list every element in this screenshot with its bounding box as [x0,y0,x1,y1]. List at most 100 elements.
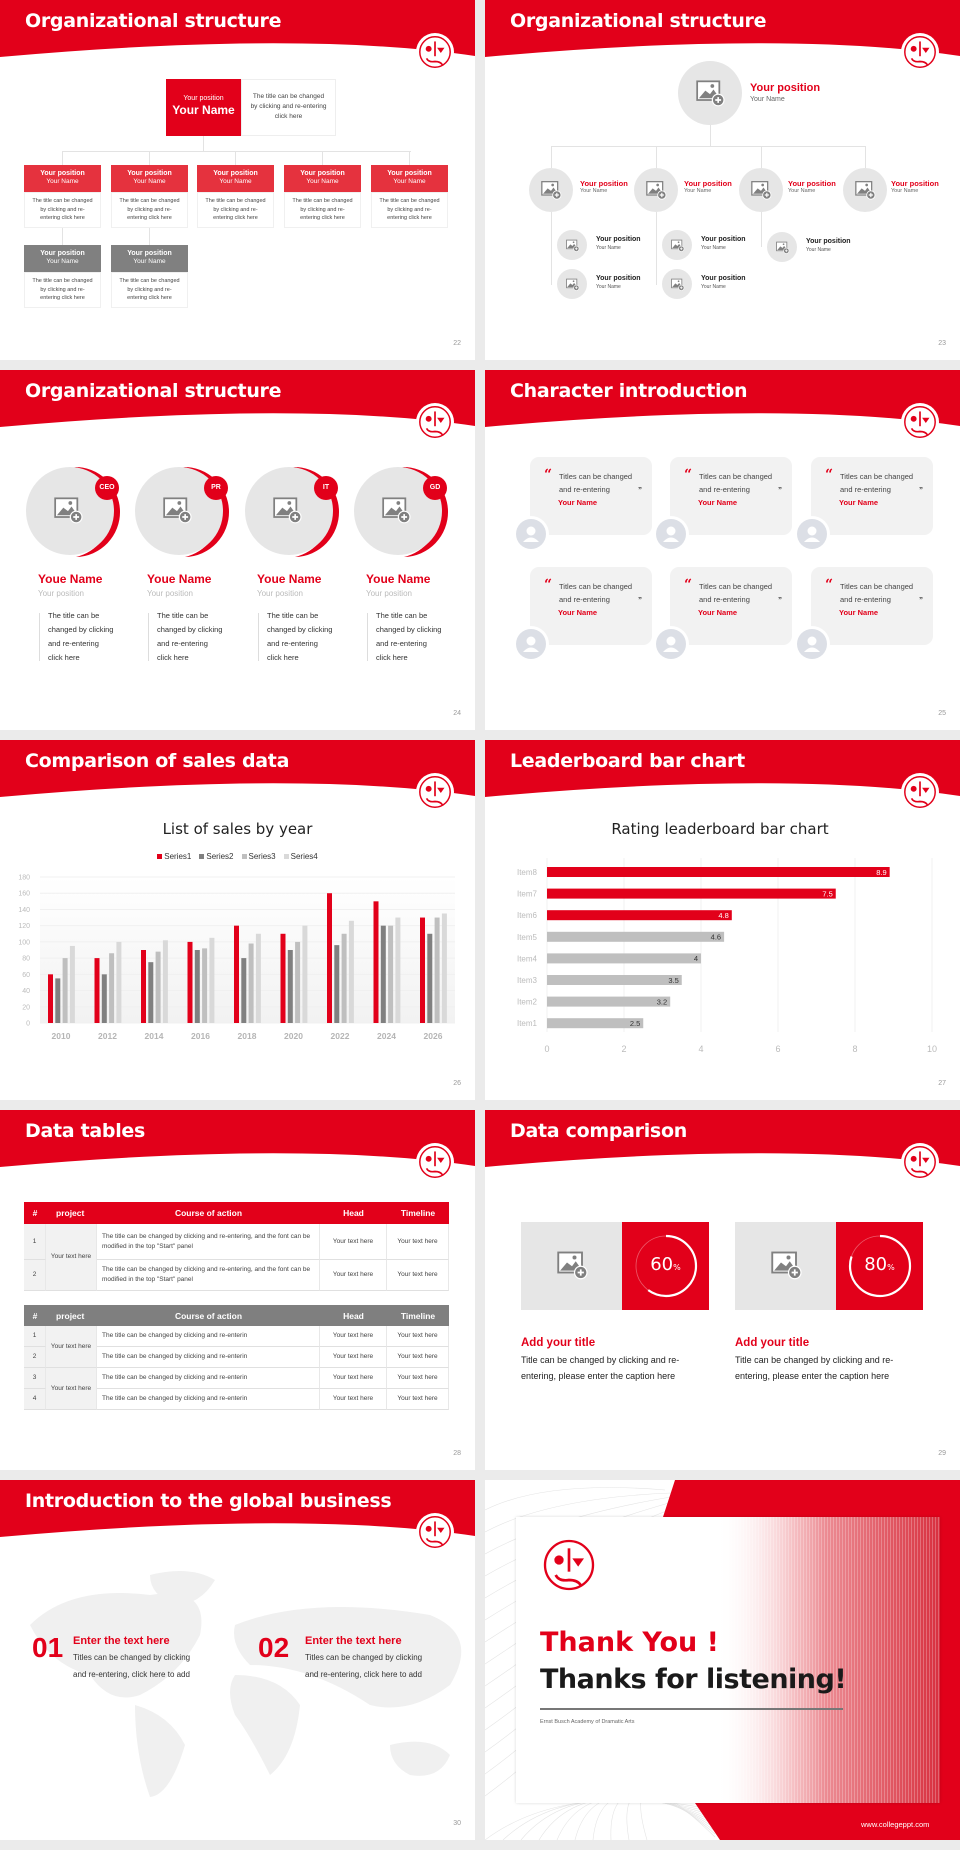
member-name: Youe Name [38,572,103,586]
bar-value-label: 4 [694,954,698,963]
position-card-header: Your position Your Name [24,245,101,272]
character-card [530,457,652,535]
row-number-cell: 3 [24,1368,46,1389]
header-band [0,740,475,797]
name-label: Your Name [46,258,79,265]
bar-series3-2014 [155,951,161,1023]
chart-legend: Series1 Series2 Series3 Series4 [0,852,475,861]
member-description-line: changed by clicking [157,625,223,634]
percent-number: 60 [650,1254,674,1275]
open-quote-icon: “ [825,467,834,483]
head-cell: Your text here [320,1326,387,1347]
bar-series2-2016 [194,950,200,1023]
logo-icon [416,33,454,71]
top-description: The title can be changed by clicking and… [241,79,336,136]
item-title: Add your title [521,1337,596,1349]
position-label: Your position [806,238,851,245]
connector-line [540,1708,843,1710]
logo-icon [543,1539,595,1591]
progress-ring [634,1234,697,1298]
legend-label: Series3 [248,852,276,861]
page-number: 24 [453,710,461,717]
slide-title: Comparison of sales data [25,750,290,772]
connector-line [322,151,323,165]
y-tick-label: 60 [22,972,30,979]
role-badge: GD [423,476,447,500]
slide-title: Data comparison [510,1120,687,1142]
thank-you-card [516,1517,940,1803]
x-tick-label: 2018 [238,1031,257,1041]
position-label: Your position [788,179,836,188]
connector-line [409,151,410,165]
item-description-line: Titles can be changed by clicking [305,1653,423,1662]
timeline-cell: Your text here [387,1368,449,1389]
position-card-description: The title can be changed by clicking and… [371,192,448,228]
card-text-line: and re-entering [559,485,610,494]
card-name: Your Name [839,498,879,507]
x-tick-label: 2024 [377,1031,396,1041]
x-tick-label: 0 [544,1044,549,1054]
item-description-line: Title can be changed by clicking and re- [735,1355,894,1365]
connector-line [656,212,657,285]
legend-label: Series1 [164,852,192,861]
header-band [485,0,960,57]
slide-title: Organizational structure [25,10,282,32]
percent-unit: % [673,1263,681,1272]
bar-value-label: 2.5 [630,1019,640,1028]
member-name: Youe Name [366,572,431,586]
bar-series1-2010 [48,974,53,1023]
head-cell: Your text here [320,1347,387,1368]
bar-item3 [547,975,682,985]
x-tick-label: 2 [621,1044,626,1054]
table2-header-cell: Timeline [387,1305,449,1327]
bar-value-label: 4.8 [718,911,728,920]
name-label: Your Name [46,178,79,185]
bar-series2-2022 [334,945,340,1023]
table2-header-cell: project [46,1305,97,1327]
y-category-label: Item2 [517,998,538,1007]
name-label: Your Name [684,188,712,194]
name-label: Your Name [701,284,726,290]
bar-series2-2026 [427,933,433,1023]
bar-series2-2024 [380,925,386,1023]
close-quote-icon: ” [638,486,642,495]
y-tick-label: 120 [18,923,30,930]
user-icon [656,519,686,549]
member-name: Youe Name [257,572,322,586]
image-placeholder-icon [54,497,83,524]
position-label: Your position [684,179,732,188]
name-label: Your Name [172,103,235,117]
timeline-cell: Your text here [387,1224,449,1260]
percent-value: 60% [636,1254,696,1275]
row-number-cell: 2 [24,1347,46,1368]
card-text-line: and re-entering [559,595,610,604]
x-tick-label: 2016 [191,1031,210,1041]
card-name: Your Name [839,608,879,617]
bar-series3-2024 [388,925,394,1023]
user-icon [797,629,827,659]
percent-number: 80 [864,1254,888,1275]
name-label: Your Name [133,258,166,265]
bar-item4 [547,953,701,964]
image-placeholder-icon [163,497,192,524]
table2-header-cell: Course of action [97,1305,320,1327]
slide-28: Data tables 28 # project Course of action Hea… [0,1110,475,1470]
slide-title: Introduction to the global business [25,1490,392,1512]
connector-line [551,146,552,168]
connector-line [865,146,866,168]
image-placeholder-icon [646,181,667,200]
table1-header-cell: Course of action [97,1202,320,1224]
item-title: Enter the text here [305,1635,402,1647]
open-quote-icon: “ [825,577,834,593]
image-placeholder-icon [382,497,411,524]
legend-item: Series4 [283,852,318,861]
project-cell: Your text here [46,1368,97,1410]
image-placeholder-icon [670,239,684,252]
item-description-line: entering, please enter the caption here [521,1371,676,1381]
website-link[interactable]: www.collegeppt.com [861,1820,930,1829]
slide-26: Comparison of sales data 26 List of sales … [0,740,475,1100]
legend-item: Series1 [157,852,191,861]
x-tick-label: 2022 [331,1031,350,1041]
table1-header-cell: # [24,1202,46,1224]
close-quote-icon: ” [919,486,923,495]
